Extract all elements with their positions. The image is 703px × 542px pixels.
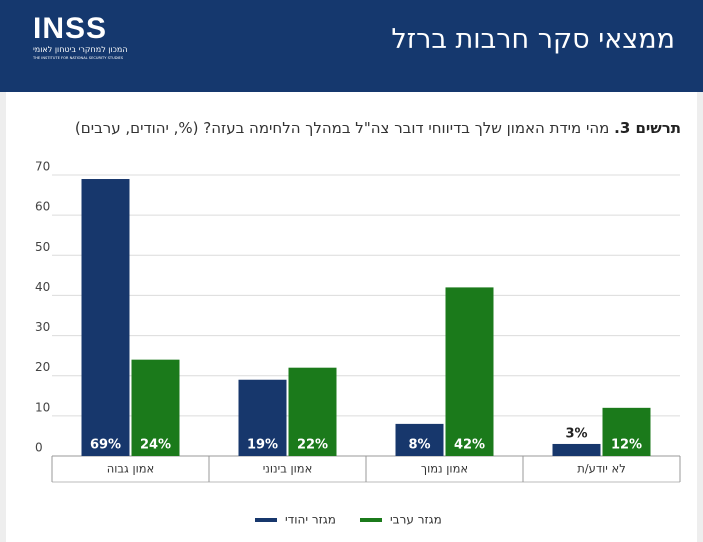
value-label: 19%: [247, 438, 278, 453]
y-tick-label: 30: [35, 320, 50, 334]
bar: [445, 287, 494, 456]
value-label: 22%: [297, 438, 328, 453]
header: INSS המכון למחקרי ביטחון לאומי THE INSTI…: [0, 0, 703, 92]
logo-english: THE INSTITUTE FOR NATIONAL SECURITY STUD…: [33, 56, 124, 60]
bar: [81, 179, 130, 456]
y-tick-label: 10: [35, 400, 50, 414]
bar: [288, 367, 337, 456]
value-label: 42%: [454, 438, 485, 453]
chart-title: תרשים 3. מהי מידת האמון שלך בדיווחי דובר…: [60, 110, 681, 147]
x-tick-label: לא יודע/ת: [577, 462, 626, 476]
y-tick-label: 40: [35, 280, 50, 294]
bar: [552, 443, 601, 456]
x-tick-label: אמון בינוני: [263, 462, 313, 476]
y-tick-label: 20: [35, 360, 50, 374]
value-label: 8%: [408, 438, 430, 453]
bar: [395, 423, 444, 456]
value-label: 69%: [90, 438, 121, 453]
header-title: ממצאי סקר חרבות ברזל: [391, 24, 675, 55]
chart-title-text: מהי מידת האמון שלך בדיווחי דובר צה"ל במה…: [74, 119, 610, 137]
legend-label: מגזר יהודי: [285, 513, 336, 527]
x-tick-label: אמון גבוה: [107, 462, 154, 476]
chart-title-label: תרשים 3.: [614, 119, 681, 137]
bar: [131, 359, 180, 456]
legend-label: מגזר ערבי: [390, 513, 442, 527]
y-tick-label: 0: [35, 441, 43, 455]
logo: INSS המכון למחקרי ביטחון לאומי THE INSTI…: [33, 14, 133, 61]
value-label: 3%: [565, 426, 587, 441]
bar: [602, 407, 651, 456]
x-tick-label: אמון נמוך: [421, 462, 468, 476]
y-tick-label: 60: [35, 200, 50, 214]
logo-hebrew: המכון למחקרי ביטחון לאומי: [33, 45, 128, 54]
value-label: 24%: [140, 438, 171, 453]
value-label: 12%: [611, 438, 642, 453]
logo-mark: INSS: [33, 12, 108, 45]
bar: [238, 379, 287, 456]
y-tick-label: 70: [35, 160, 50, 174]
y-tick-label: 50: [35, 240, 50, 254]
